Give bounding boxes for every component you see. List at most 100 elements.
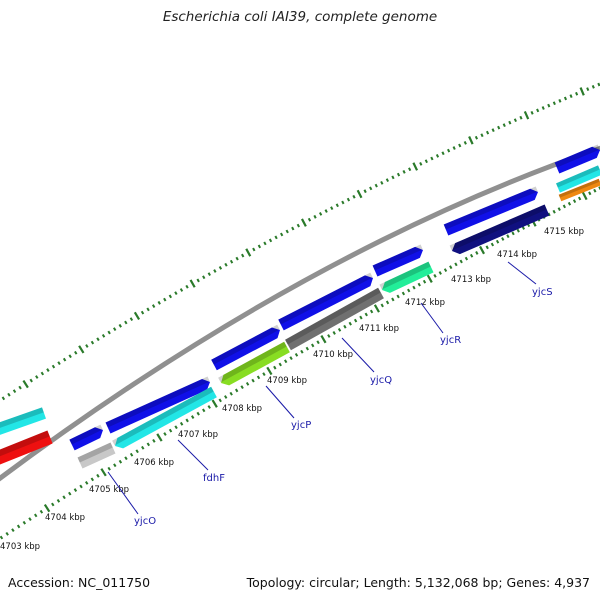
- outer-tick: [22, 379, 29, 389]
- outer-tick: [235, 256, 239, 261]
- inner-tick: [348, 321, 352, 326]
- outer-tick: [408, 167, 412, 172]
- outer-tick: [547, 103, 551, 108]
- inner-tick: [273, 365, 277, 370]
- inner-tick: [373, 304, 380, 313]
- gene-bar-blue-shade: [69, 424, 103, 445]
- outer-tick: [474, 135, 479, 140]
- kbp-label: 4714 kbp: [497, 250, 537, 260]
- inner-tick: [16, 524, 21, 529]
- gene-bar-cyan-left: [0, 407, 46, 435]
- position-labels: 4703 kbp 4704 kbp 4705 kbp 4706 kbp 4707 kbp…: [0, 227, 584, 552]
- gene-bar-blue-shade: [443, 186, 538, 230]
- inner-tick: [511, 231, 515, 236]
- gene-leader-line: [420, 302, 444, 334]
- outer-tick: [7, 392, 11, 397]
- inner-tick: [332, 331, 336, 335]
- outer-tick: [40, 371, 45, 376]
- outer-tick: [218, 266, 223, 270]
- outer-tick: [412, 162, 419, 171]
- outer-tick: [396, 172, 401, 177]
- inner-tick: [417, 282, 421, 287]
- gene-bar-green: [382, 261, 434, 293]
- outer-tick: [569, 94, 573, 98]
- inner-tick: [146, 442, 151, 447]
- outer-tick: [508, 120, 512, 125]
- inner-tick: [251, 378, 255, 383]
- gene-bar-dark-grey-shade: [285, 287, 381, 345]
- inner-tick: [107, 466, 111, 471]
- map-title: Escherichia coli IAI39, complete genome: [162, 9, 438, 25]
- inner-tick: [22, 520, 27, 525]
- gene-bar-orange-shade: [558, 178, 600, 198]
- kbp-label: 4715 kbp: [544, 227, 584, 237]
- outer-tick: [419, 161, 423, 166]
- outer-tick: [1, 396, 6, 401]
- inner-tick: [364, 312, 368, 317]
- inner-tick: [316, 340, 320, 345]
- inner-tick: [294, 353, 299, 357]
- inner-tick: [51, 502, 55, 507]
- inner-tick: [118, 459, 123, 464]
- outer-tick: [229, 259, 234, 264]
- gene-leader-line: [107, 471, 139, 515]
- inner-tick: [156, 433, 163, 442]
- inner-tick: [380, 303, 384, 308]
- inner-tick: [407, 288, 411, 293]
- outer-tick: [346, 197, 351, 202]
- gene-label: yjcO: [134, 516, 156, 527]
- inner-tick: [578, 196, 582, 201]
- inner-tick: [501, 237, 505, 241]
- outer-tick: [285, 229, 289, 234]
- inner-tick: [124, 456, 128, 461]
- inner-tick: [191, 415, 195, 419]
- inner-tick: [245, 381, 250, 386]
- inner-tick: [11, 528, 15, 533]
- outer-tick: [307, 217, 312, 222]
- outer-tick: [313, 214, 317, 219]
- inner-tick: [305, 346, 309, 351]
- gene-bar-cyan-left-shade: [0, 407, 44, 428]
- outer-tick: [12, 389, 17, 394]
- outer-tick: [575, 91, 579, 96]
- kbp-label: 4712 kbp: [405, 298, 445, 308]
- outer-tick: [491, 128, 495, 133]
- inner-tick: [426, 274, 433, 283]
- inner-tick: [163, 432, 167, 436]
- gene-label: yjcP: [291, 420, 311, 431]
- inner-tick: [369, 309, 374, 314]
- outer-tick: [523, 110, 530, 120]
- kbp-label: 4706 kbp: [134, 458, 174, 468]
- outer-tick: [558, 98, 562, 103]
- gene-bar-cyan-right: [556, 165, 600, 193]
- inner-tick: [284, 359, 288, 364]
- gene-label: yjcR: [440, 335, 461, 346]
- outer-tick: [35, 375, 39, 379]
- inner-tick: [593, 188, 597, 193]
- outer-tick: [341, 200, 345, 205]
- outer-tick: [146, 307, 150, 312]
- inner-tick: [433, 273, 437, 278]
- kbp-label: 4713 kbp: [451, 275, 491, 285]
- outer-tick: [213, 269, 217, 273]
- outer-tick: [18, 385, 22, 390]
- outer-tick: [268, 238, 273, 243]
- outer-tick: [530, 110, 534, 115]
- inner-tick: [479, 245, 485, 255]
- inner-tick: [68, 491, 72, 496]
- inner-tick: [240, 385, 244, 390]
- gene-bar-blue-shade: [372, 244, 423, 271]
- outer-tick: [468, 136, 474, 145]
- outer-tick: [46, 368, 50, 372]
- gene-leader-line: [507, 261, 537, 285]
- kbp-label: 4709 kbp: [267, 376, 307, 386]
- kbp-label: 4704 kbp: [45, 513, 85, 523]
- outer-tick: [591, 84, 595, 89]
- outer-tick: [458, 143, 462, 148]
- inner-tick: [337, 327, 342, 332]
- inner-tick: [224, 395, 228, 399]
- inner-tick: [454, 262, 458, 267]
- outer-tick: [369, 186, 373, 191]
- gene-bar-grey-shade: [77, 442, 113, 463]
